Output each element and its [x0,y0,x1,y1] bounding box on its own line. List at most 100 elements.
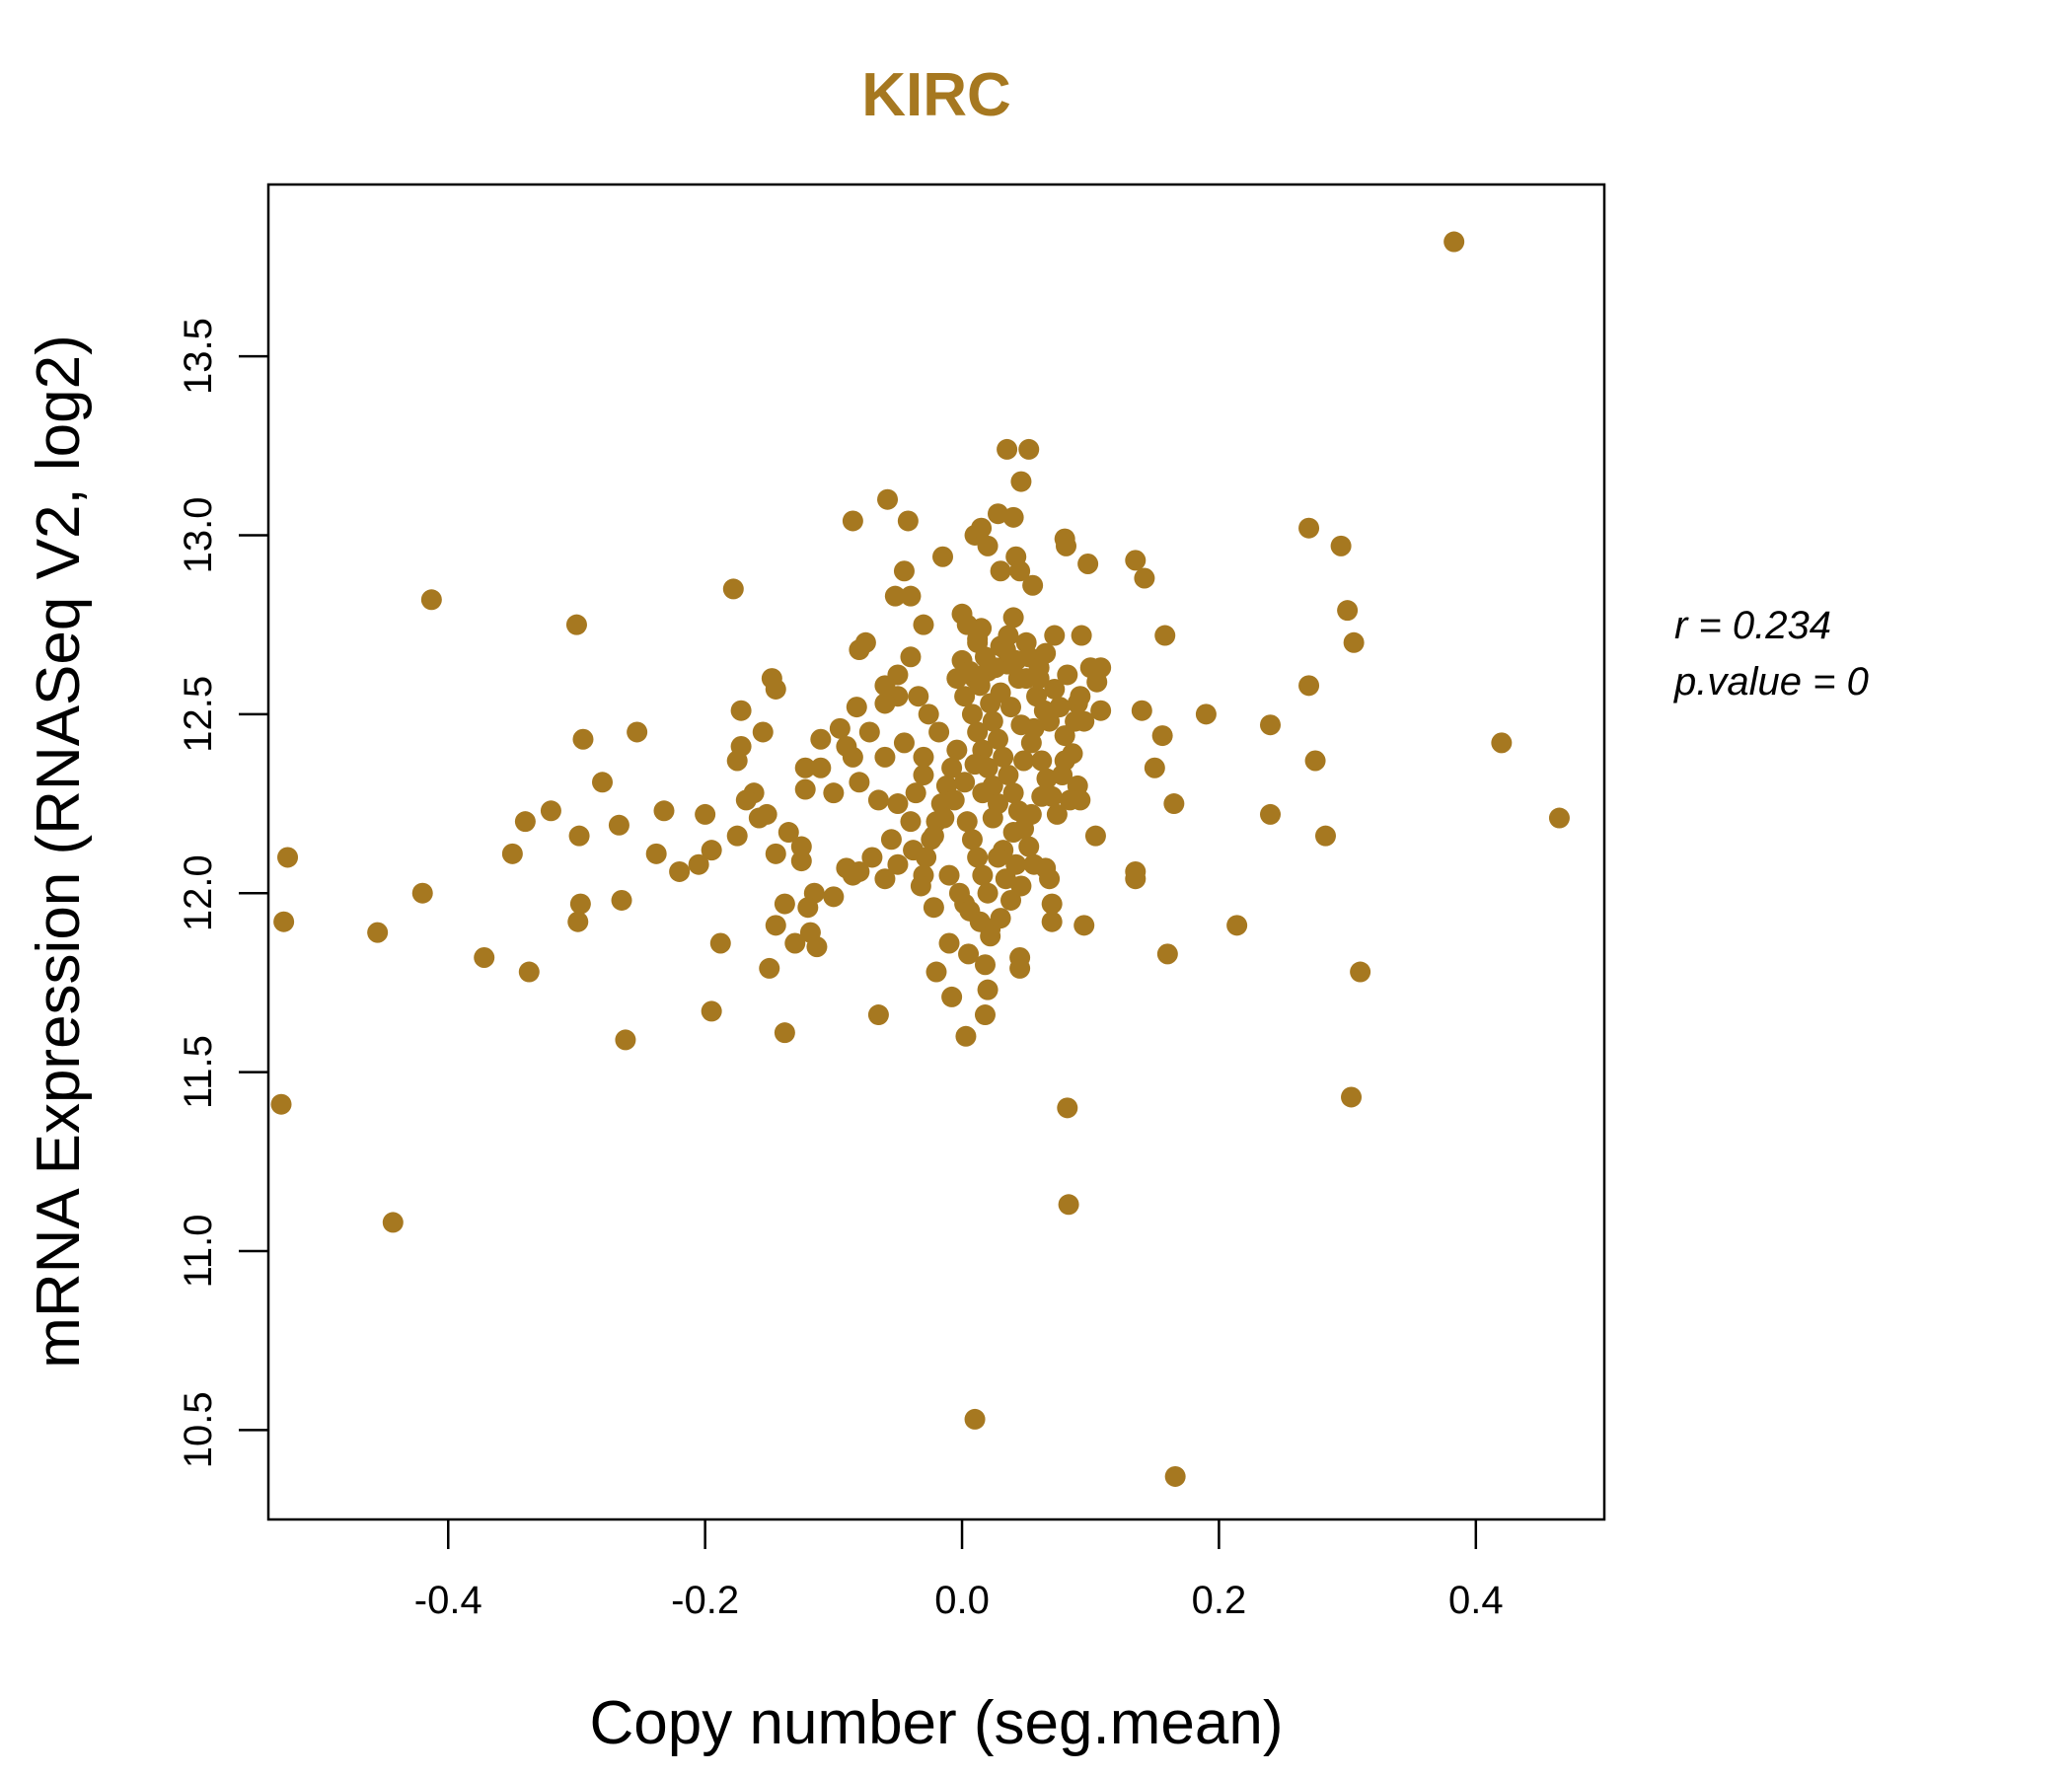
data-point [568,825,590,847]
data-point [1077,553,1099,574]
data-point [928,721,950,743]
data-point [829,717,851,739]
data-point [933,807,955,829]
x-axis-title: Copy number (seg.mean) [590,1689,1284,1757]
data-point [842,864,863,886]
data-point [1023,853,1045,875]
data-point [1298,675,1320,697]
data-point [653,800,675,822]
data-point [810,757,832,778]
data-point [501,843,523,864]
data-point [1046,803,1068,825]
x-tick-label: 0.0 [934,1579,990,1622]
data-point [961,829,983,851]
data-point [823,886,845,908]
y-axis-title: mRNA Expression (RNASeq V2, log2) [25,334,93,1369]
data-point [1010,471,1032,492]
data-point [969,675,991,697]
correlation-label: r = 0.234 [1674,604,1831,647]
data-point [790,836,812,857]
y-tick-label: 13.5 [177,318,220,395]
data-point [1041,911,1063,932]
data-point [1125,868,1147,890]
data-point [806,936,828,958]
data-point [900,811,922,833]
y-tick-label: 11.5 [177,1035,220,1109]
x-tick-label: 0.2 [1192,1579,1247,1622]
data-point [982,807,1003,829]
data-point [971,517,993,539]
pvalue-label: p.value = 0 [1673,660,1869,703]
data-point [955,1025,977,1047]
data-point [980,925,1001,947]
data-point [1226,915,1248,936]
data-point [923,897,944,919]
data-point [967,847,989,868]
data-point [956,614,978,635]
data-point [941,986,963,1007]
data-point [941,757,963,778]
data-point [1134,567,1155,589]
data-point [777,822,799,844]
data-point [1002,782,1024,804]
data-point [540,800,561,822]
data-point [977,535,999,556]
data-point [995,868,1016,890]
data-point [974,954,996,976]
data-point [1154,625,1176,646]
data-point [627,721,648,743]
data-point [967,631,989,653]
data-point [695,803,716,825]
data-point [1039,868,1061,890]
data-point [1156,943,1178,965]
data-point [1195,703,1217,725]
data-point [794,757,816,778]
data-point [1044,678,1066,700]
data-point [726,750,748,772]
data-point [735,789,757,811]
data-point [1044,625,1066,646]
y-tick-label: 12.5 [177,676,220,753]
data-point [420,589,442,611]
data-point [411,882,433,904]
data-point [1023,717,1045,739]
data-point [569,893,591,915]
data-point [592,772,613,793]
data-point [1131,700,1152,721]
data-point [867,789,889,811]
data-point [645,843,667,864]
data-point [752,721,774,743]
data-point [765,843,786,864]
data-point [1022,574,1044,596]
x-tick-label: -0.2 [671,1579,739,1622]
data-point [987,728,1008,750]
data-point [861,847,883,868]
data-point [964,1408,986,1430]
data-point [1054,725,1075,747]
data-point [849,639,870,661]
data-point [794,778,816,800]
data-point [1343,631,1365,653]
data-point [958,943,980,965]
data-point [1049,697,1071,718]
data-point [1071,625,1092,646]
data-point [1031,750,1053,772]
data-point [913,746,934,768]
data-point [701,840,722,861]
data-point [1059,789,1080,811]
data-point [1020,803,1042,825]
data-point [572,728,594,750]
data-point [959,660,981,682]
data-point [903,840,925,861]
points-layer [270,231,1570,1487]
data-point [1163,793,1185,815]
data-point [925,961,947,983]
data-point [1057,1097,1078,1119]
data-point [932,546,954,567]
data-point [1260,803,1281,825]
data-point [1314,825,1336,847]
data-point [964,754,986,776]
data-point [774,893,795,915]
data-point [874,868,896,890]
